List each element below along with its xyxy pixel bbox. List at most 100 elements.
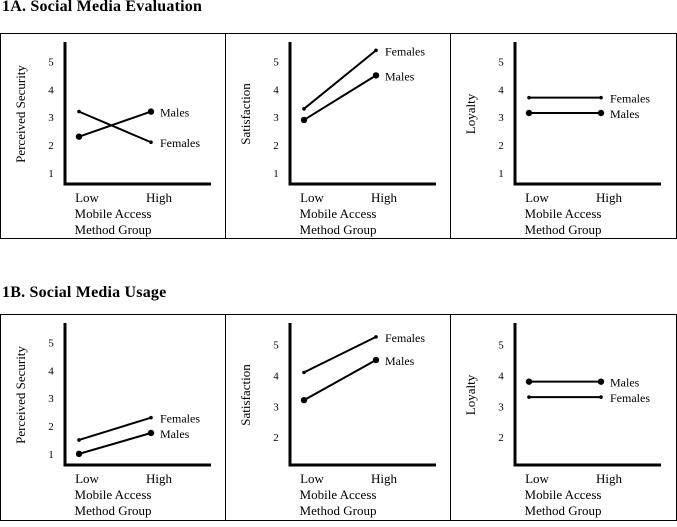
data-point — [147, 429, 155, 437]
y-tick-label: 4 — [48, 84, 54, 96]
section-title-1a: 1A. Social Media Evaluation — [2, 0, 203, 15]
y-tick-label: 5 — [48, 337, 54, 349]
series-label: Females — [610, 391, 650, 405]
y-tick-label: 4 — [48, 365, 54, 377]
data-point — [599, 95, 603, 100]
y-tick-label: 5 — [498, 56, 504, 68]
y-tick-label: 1 — [273, 168, 279, 180]
data-point — [75, 133, 83, 140]
y-axis-label: Perceived Security — [13, 65, 28, 163]
series-line-females — [78, 416, 152, 441]
series-label: Males — [610, 107, 640, 121]
data-point — [149, 415, 153, 420]
y-tick-label: 3 — [498, 401, 504, 413]
y-tick-label: 2 — [48, 421, 54, 433]
x-axis-label: Mobile Access — [525, 487, 602, 502]
data-point — [374, 335, 378, 339]
y-axis-label: Loyalty — [463, 93, 478, 134]
series-line-males — [78, 110, 152, 138]
y-tick-label: 2 — [498, 432, 504, 444]
series-line-females — [303, 335, 377, 374]
series-label: Males — [160, 427, 190, 441]
x-tick-label: Low — [525, 471, 549, 486]
x-tick-label: High — [146, 471, 173, 486]
y-tick-label: 4 — [273, 84, 279, 96]
data-point — [77, 438, 81, 442]
series-label: Females — [160, 136, 200, 150]
x-axis-label: Method Group — [300, 222, 377, 237]
series-label: Females — [385, 44, 425, 58]
chart-panel: Loyalty 1 2 3 4 5 Low High Mobile Access Method G… — [450, 33, 677, 239]
y-tick-label: 1 — [498, 168, 504, 180]
x-axis-label: Method Group — [75, 503, 152, 518]
x-axis-label: Method Group — [525, 222, 602, 237]
data-point — [372, 72, 380, 79]
y-tick-label: 5 — [48, 56, 54, 68]
data-point — [149, 140, 153, 145]
y-tick-label: 4 — [273, 370, 279, 382]
data-point — [300, 396, 308, 404]
data-point — [597, 378, 605, 385]
chart-panel: Perceived Security 1 2 3 4 5 Low High Mobile Acc… — [0, 314, 226, 521]
data-point — [302, 370, 306, 375]
y-axis-label: Satisfaction — [238, 364, 253, 426]
series-label: Females — [610, 92, 650, 106]
data-point — [597, 109, 605, 117]
data-point — [527, 395, 531, 399]
y-tick-label: 4 — [498, 370, 504, 382]
x-tick-label: High — [371, 471, 398, 486]
data-point — [147, 108, 155, 115]
data-point — [75, 450, 83, 458]
series-label: Males — [160, 106, 190, 120]
series-line-females — [303, 49, 377, 110]
chart-panel: Perceived Security 1 2 3 4 5 Low High Mobile Acc… — [0, 33, 226, 239]
x-tick-label: High — [596, 190, 623, 205]
data-point — [372, 356, 380, 364]
data-point — [599, 395, 603, 399]
series-label: Females — [385, 331, 425, 345]
y-tick-label: 4 — [498, 84, 504, 96]
y-tick-label: 3 — [498, 112, 504, 124]
series-label: Females — [160, 412, 200, 426]
data-point — [525, 109, 533, 117]
data-point — [77, 109, 81, 114]
data-point — [527, 95, 531, 100]
y-tick-label: 5 — [498, 340, 504, 352]
chart-panel: Satisfaction 2 3 4 5 Low High Mobile Access Meth… — [225, 314, 451, 521]
x-axis-label: Method Group — [75, 222, 152, 237]
x-tick-label: High — [596, 471, 623, 486]
data-point — [374, 48, 378, 53]
x-axis-label: Mobile Access — [300, 206, 377, 221]
x-tick-label: High — [146, 190, 173, 205]
x-tick-label: Low — [75, 471, 99, 486]
x-axis-label: Method Group — [300, 503, 377, 518]
x-axis-label: Method Group — [525, 503, 602, 518]
chart-panel: Satisfaction 1 2 3 4 5 Low High Mobile Access Met… — [225, 33, 451, 239]
series-line-males — [78, 432, 152, 455]
x-axis-label: Mobile Access — [75, 487, 152, 502]
x-axis-label: Mobile Access — [525, 206, 602, 221]
series-line-females — [78, 110, 152, 144]
y-tick-label: 2 — [273, 432, 279, 444]
y-tick-label: 1 — [48, 168, 54, 180]
y-tick-label: 3 — [273, 112, 279, 124]
x-axis-label: Mobile Access — [75, 206, 152, 221]
y-tick-label: 3 — [273, 401, 279, 413]
y-axis-label: Satisfaction — [238, 83, 253, 145]
series-label: Males — [385, 69, 415, 83]
x-tick-label: Low — [300, 471, 324, 486]
x-tick-label: Low — [300, 190, 324, 205]
y-axis-label: Loyalty — [463, 374, 478, 415]
y-tick-label: 2 — [273, 140, 279, 152]
y-tick-label: 5 — [273, 56, 279, 68]
x-axis-label: Mobile Access — [300, 487, 377, 502]
section-title-1b: 1B. Social Media Usage — [2, 284, 167, 301]
y-tick-label: 3 — [48, 112, 54, 124]
x-tick-label: Low — [75, 190, 99, 205]
